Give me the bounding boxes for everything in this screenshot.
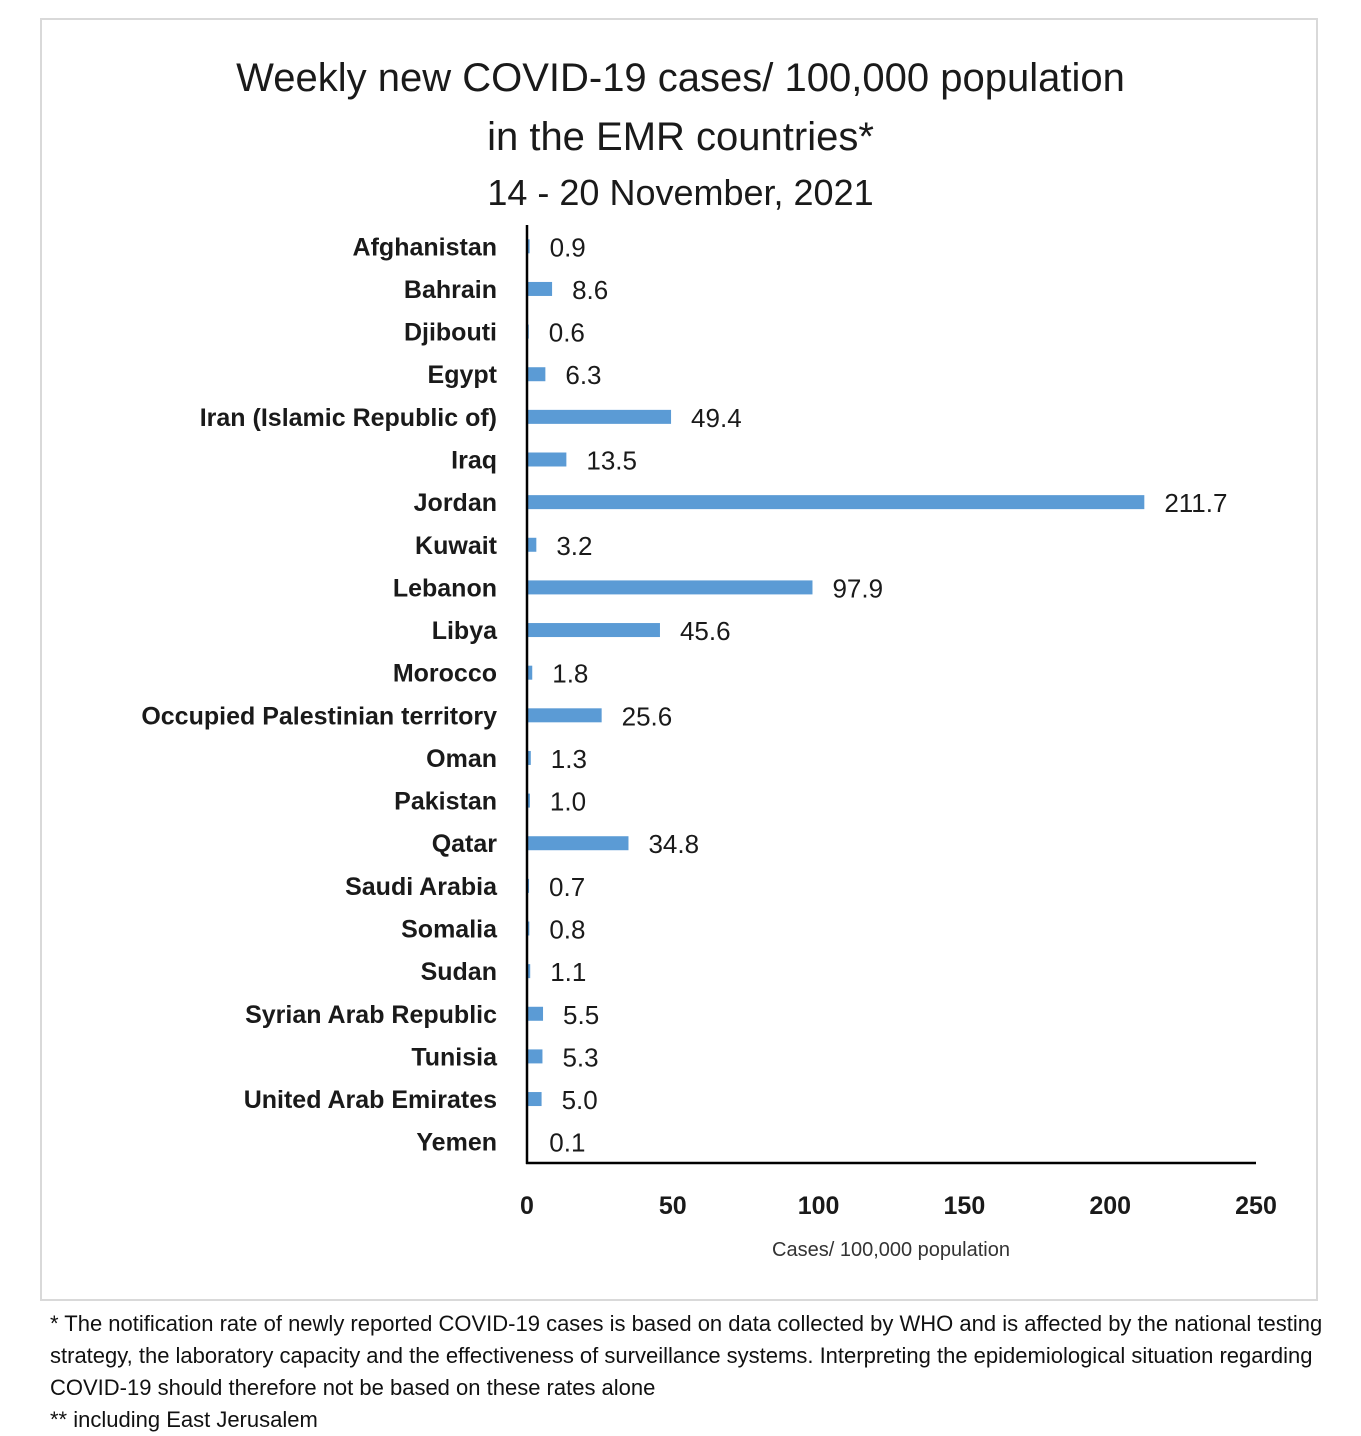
chart-subtitle: 14 - 20 November, 2021 <box>487 172 874 213</box>
value-label: 3.2 <box>556 531 592 561</box>
value-label: 1.8 <box>552 659 588 689</box>
value-label: 1.0 <box>550 787 586 817</box>
x-tick-label: 100 <box>798 1192 840 1220</box>
footnote-east-jerusalem: ** including East Jerusalem <box>50 1407 318 1432</box>
category-label: Syrian Arab Republic <box>245 1001 497 1029</box>
value-label: 8.6 <box>572 275 608 305</box>
bar <box>527 367 546 382</box>
category-label: Yemen <box>416 1129 497 1157</box>
category-label: Sudan <box>421 958 497 986</box>
category-label: Saudi Arabia <box>345 873 498 901</box>
category-label: Jordan <box>414 489 497 517</box>
bar <box>527 623 660 638</box>
footnote: * The notification rate of newly reporte… <box>50 1308 1340 1436</box>
bar <box>527 495 1145 510</box>
category-label: Somalia <box>401 916 498 944</box>
category-label: Pakistan <box>394 788 497 816</box>
x-tick-label: 200 <box>1089 1192 1131 1220</box>
category-label: Afghanistan <box>353 233 497 261</box>
value-label: 0.7 <box>549 872 585 902</box>
value-label: 5.0 <box>562 1085 598 1115</box>
category-label: Djibouti <box>404 319 497 347</box>
category-label: Tunisia <box>411 1043 498 1071</box>
value-label: 49.4 <box>691 403 742 433</box>
bar <box>527 708 602 723</box>
bar <box>527 836 629 851</box>
category-label: Lebanon <box>393 574 497 602</box>
value-label: 0.6 <box>549 318 585 348</box>
value-label: 1.1 <box>550 957 586 987</box>
category-label: Egypt <box>428 361 498 389</box>
value-label: 6.3 <box>565 360 601 390</box>
value-label: 0.8 <box>549 915 585 945</box>
category-label: Iran (Islamic Republic of) <box>200 404 497 432</box>
category-label: Occupied Palestinian territory <box>141 702 497 730</box>
bar <box>527 1092 542 1107</box>
x-tick-label: 50 <box>659 1192 687 1220</box>
value-label: 1.3 <box>551 744 587 774</box>
x-tick-label: 0 <box>520 1192 534 1220</box>
category-label: Morocco <box>393 660 497 688</box>
category-label: Kuwait <box>415 532 498 560</box>
x-tick-label: 250 <box>1235 1192 1277 1220</box>
bar-chart: Afghanistan 0.9 Bahrain 8.6 Djibouti 0.6 Egypt… <box>141 225 1277 1261</box>
value-label: 5.3 <box>562 1042 598 1072</box>
value-label: 13.5 <box>586 446 637 476</box>
bar <box>527 793 530 808</box>
bar <box>527 409 672 424</box>
value-label: 97.9 <box>832 573 883 603</box>
bar <box>527 537 537 552</box>
bar <box>527 580 813 595</box>
category-label: Iraq <box>451 447 497 475</box>
category-label: United Arab Emirates <box>244 1086 497 1114</box>
value-label: 34.8 <box>648 829 699 859</box>
chart-title-line2: in the EMR countries* <box>487 115 874 159</box>
x-axis-label: Cases/ 100,000 population <box>772 1239 1010 1261</box>
category-label: Oman <box>426 745 497 773</box>
value-label: 45.6 <box>680 616 731 646</box>
bar <box>527 1049 543 1064</box>
chart-frame <box>40 18 1318 1301</box>
x-tick-label: 150 <box>944 1192 986 1220</box>
bar <box>527 281 553 296</box>
bar <box>527 750 531 765</box>
bar <box>527 1006 544 1021</box>
chart-title: Weekly new COVID-19 cases/ 100,000 popul… <box>236 56 1125 100</box>
value-label: 211.7 <box>1164 488 1227 518</box>
value-label: 25.6 <box>622 701 673 731</box>
bar <box>527 239 530 254</box>
bar <box>527 452 567 467</box>
category-label: Bahrain <box>404 276 497 304</box>
category-label: Qatar <box>432 830 498 858</box>
footnote-text: * The notification rate of newly reporte… <box>50 1311 1323 1400</box>
value-label: 5.5 <box>563 1000 599 1030</box>
value-label: 0.1 <box>549 1128 585 1158</box>
bar <box>527 964 531 979</box>
bar <box>527 665 533 680</box>
category-label: Libya <box>432 617 498 645</box>
value-label: 0.9 <box>550 232 586 262</box>
